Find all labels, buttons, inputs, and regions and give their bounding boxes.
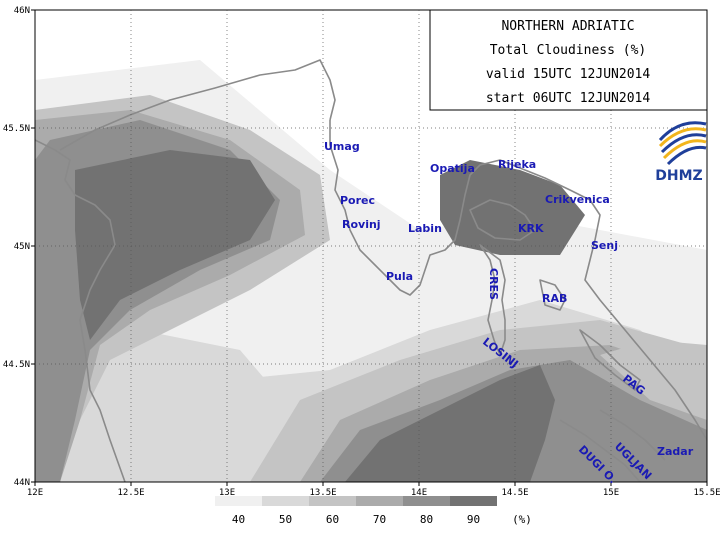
x-tick-label: 15.5E [693,488,720,498]
legend-swatch [215,496,262,506]
y-tick-label: 44.5N [3,360,30,370]
y-tick-label: 44N [14,478,30,488]
cloud-band-coast [600,340,707,420]
label-krk: KRK [518,222,544,235]
label-umag: Umag [324,140,360,153]
x-tick-label: 12E [27,488,43,498]
x-tick-label: 14.5E [501,488,528,498]
x-tick-label: 13E [219,488,235,498]
gridlines [35,10,707,482]
y-tick-labels: 46N 45.5N 45N 44.5N 44N [3,6,35,488]
title-line-2: Total Cloudiness (%) [490,43,647,58]
dhmz-logo: DHMZ [655,121,707,184]
legend-swatch [262,496,309,506]
y-tick-label: 45.5N [3,124,30,134]
y-tick-label: 45N [14,242,30,252]
dhmz-logo-text: DHMZ [655,168,702,184]
x-tick-label: 13.5E [309,488,336,498]
label-rovinj: Rovinj [342,218,381,231]
dhmz-logo-icon [658,121,707,166]
x-tick-label: 12.5E [117,488,144,498]
label-pula: Pula [386,270,413,283]
label-rab: RAB [542,292,567,305]
color-legend: 40 50 60 70 80 90 (%) [215,496,532,526]
legend-swatch [450,496,497,506]
title-line-4: start 06UTC 12JUN2014 [486,91,651,106]
cloud-core-west [75,150,275,340]
x-tick-labels: 12E 12.5E 13E 13.5E 14E 14.5E 15E 15.5E [27,482,720,498]
title-box: NORTHERN ADRIATIC Total Cloudiness (%) v… [429,9,708,111]
label-cres: CRES [487,268,500,300]
legend-swatch [403,496,450,506]
title-line-1: NORTHERN ADRIATIC [501,19,634,34]
legend-label: 60 [326,513,339,526]
legend-swatch [309,496,356,506]
cloud-shading [35,59,707,482]
coastline [35,59,707,482]
legend-label: 40 [232,513,245,526]
x-tick-label: 14E [411,488,427,498]
title-box-frame [429,9,708,111]
label-labin: Labin [408,222,442,235]
legend-label: 80 [420,513,433,526]
label-porec: Porec [340,194,375,207]
legend-label: 50 [279,513,292,526]
x-tick-label: 15E [603,488,619,498]
label-zadar: Zadar [657,445,694,458]
label-rijeka: Rijeka [498,158,536,171]
label-opatija: Opatija [430,162,475,175]
legend-swatch [356,496,403,506]
y-tick-label: 46N [14,6,30,16]
legend-label: 90 [467,513,480,526]
title-line-3: valid 15UTC 12JUN2014 [486,67,651,82]
legend-unit: (%) [512,513,532,526]
label-crikvenica: Crikvenica [545,193,610,206]
cloud-core-south [345,365,555,482]
legend-label: 70 [373,513,386,526]
label-senj: Senj [591,239,618,252]
